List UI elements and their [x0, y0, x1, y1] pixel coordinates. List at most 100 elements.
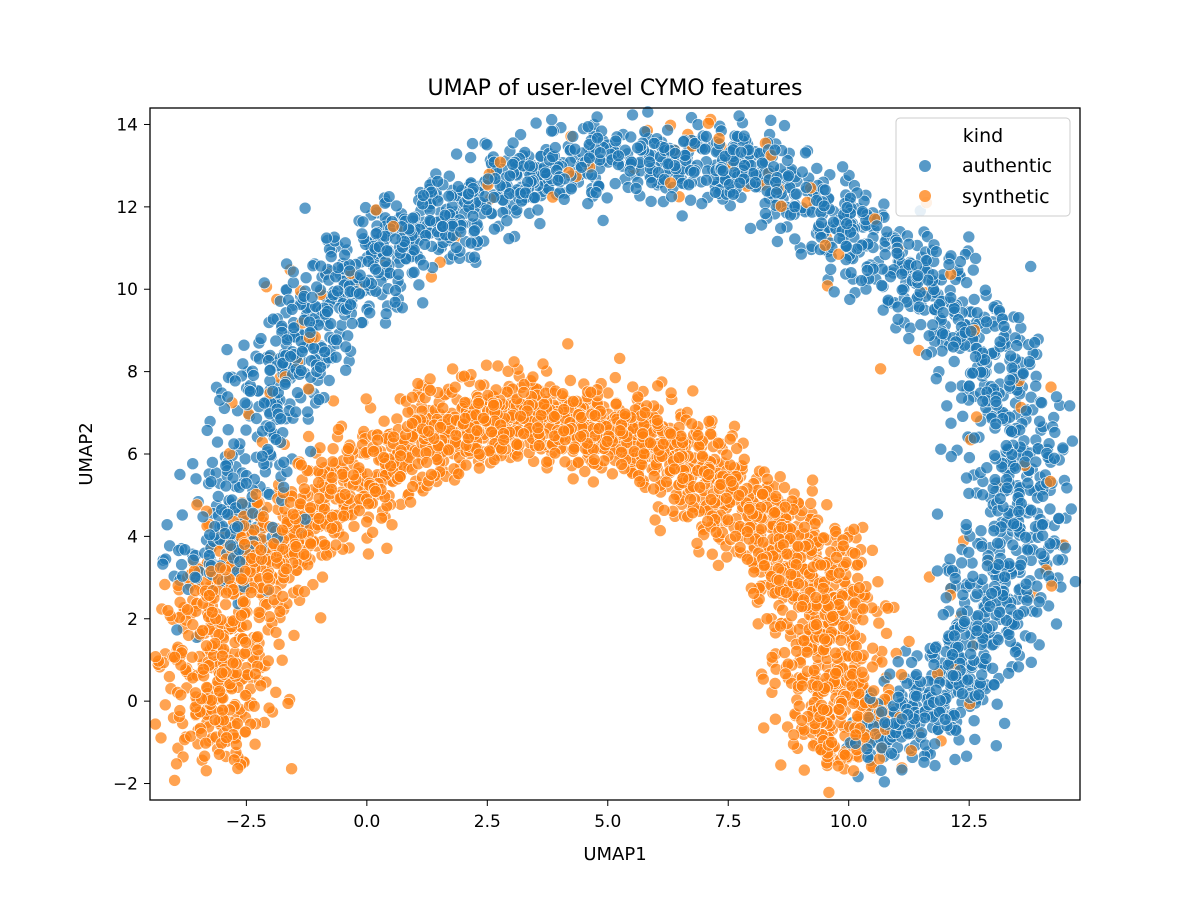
point-synthetic [866, 543, 879, 557]
point-authentic [1002, 557, 1016, 570]
point-authentic [406, 211, 420, 225]
point-synthetic [704, 493, 718, 506]
point-synthetic [174, 688, 188, 702]
point-authentic [990, 697, 1004, 711]
point-synthetic [609, 397, 623, 411]
point-authentic [566, 130, 580, 143]
point-synthetic [837, 620, 850, 633]
point-synthetic [693, 480, 707, 494]
point-authentic [303, 315, 316, 329]
point-synthetic [536, 357, 550, 371]
point-synthetic [643, 436, 657, 450]
point-authentic [585, 168, 599, 182]
point-authentic [962, 487, 976, 500]
point-authentic [929, 245, 943, 258]
point-authentic [789, 187, 803, 201]
point-authentic [1009, 645, 1022, 659]
point-synthetic [196, 624, 209, 637]
point-synthetic [757, 559, 771, 573]
point-authentic [269, 433, 283, 446]
point-synthetic [170, 757, 183, 771]
point-authentic [989, 739, 1003, 753]
point-authentic [891, 312, 905, 326]
point-authentic [1014, 558, 1027, 572]
point-authentic [1009, 461, 1022, 475]
point-authentic [442, 169, 456, 183]
point-authentic [988, 473, 1002, 486]
point-authentic [883, 667, 897, 681]
point-authentic [480, 203, 494, 217]
point-synthetic [747, 586, 761, 600]
point-synthetic [684, 492, 697, 506]
point-synthetic [285, 762, 298, 776]
point-authentic [687, 166, 701, 179]
point-authentic [211, 435, 224, 449]
point-authentic [356, 215, 370, 229]
point-synthetic [261, 654, 275, 668]
point-authentic [1000, 481, 1014, 495]
point-authentic [970, 624, 984, 638]
point-authentic [608, 177, 622, 190]
point-synthetic [566, 472, 580, 486]
point-authentic [1012, 311, 1025, 325]
point-authentic [644, 195, 658, 208]
point-authentic [590, 110, 604, 124]
point-authentic [466, 137, 479, 150]
point-authentic [176, 569, 189, 583]
point-synthetic [818, 239, 832, 252]
point-synthetic [254, 543, 268, 557]
point-authentic [998, 570, 1012, 584]
point-authentic [301, 405, 314, 419]
point-synthetic [198, 749, 211, 763]
point-authentic [506, 158, 520, 171]
point-authentic [824, 262, 838, 276]
point-authentic [860, 742, 874, 756]
point-synthetic [760, 612, 774, 626]
point-authentic [929, 372, 943, 386]
point-synthetic [423, 372, 437, 386]
point-authentic [545, 124, 558, 138]
point-authentic [960, 749, 973, 763]
point-authentic [901, 727, 915, 741]
point-authentic [895, 712, 909, 726]
point-synthetic [404, 495, 417, 509]
point-authentic [466, 209, 480, 223]
point-authentic [359, 201, 372, 214]
point-synthetic [880, 627, 893, 640]
point-authentic [799, 181, 813, 194]
point-synthetic [548, 446, 562, 460]
point-authentic [878, 248, 892, 261]
point-synthetic [540, 455, 554, 469]
point-authentic [1003, 373, 1017, 387]
point-synthetic [239, 636, 252, 649]
point-synthetic [276, 523, 289, 537]
point-synthetic [380, 541, 394, 555]
point-authentic [278, 377, 292, 391]
point-authentic [946, 669, 960, 682]
point-synthetic [473, 461, 486, 475]
point-synthetic [657, 503, 671, 517]
point-authentic [665, 190, 678, 203]
point-authentic [284, 350, 297, 363]
point-synthetic [567, 442, 581, 456]
point-synthetic [254, 679, 268, 693]
point-synthetic [231, 762, 245, 775]
point-authentic [488, 222, 501, 236]
point-authentic [280, 333, 294, 347]
point-synthetic [774, 619, 787, 633]
point-synthetic [302, 382, 315, 396]
point-authentic [329, 350, 343, 364]
point-authentic [768, 143, 782, 157]
point-synthetic [778, 500, 792, 514]
point-authentic [609, 134, 623, 148]
point-authentic [369, 227, 383, 240]
point-authentic [449, 241, 463, 254]
point-authentic [912, 300, 926, 314]
point-authentic [318, 345, 332, 359]
point-synthetic [385, 518, 399, 532]
point-synthetic [325, 482, 338, 496]
point-synthetic [696, 449, 709, 463]
point-authentic [596, 214, 610, 227]
point-synthetic [261, 571, 275, 585]
point-synthetic [281, 696, 295, 710]
